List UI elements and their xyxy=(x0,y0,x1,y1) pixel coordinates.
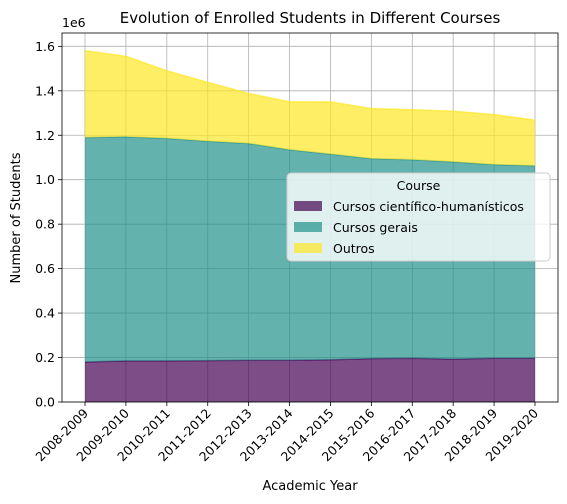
y-tick-label: 0.2 xyxy=(35,350,55,365)
x-axis-label: Academic Year xyxy=(262,479,358,494)
legend-swatch xyxy=(294,201,322,211)
legend-box xyxy=(286,172,551,262)
plot-frame xyxy=(61,32,559,403)
y-tick-label: 0.6 xyxy=(35,261,55,276)
legend-title: Course xyxy=(397,178,441,193)
area-series-1 xyxy=(85,358,535,402)
y-tick-label: 0.4 xyxy=(35,306,55,321)
y-tick-label: 0.8 xyxy=(35,217,55,232)
y-tick-label: 0.0 xyxy=(35,395,55,410)
y-axis-label: Number of Students xyxy=(9,152,24,283)
legend-label: Cursos científico-humanísticos xyxy=(333,199,524,214)
y-tick-label: 1.2 xyxy=(35,128,55,143)
y-tick-label: 1.0 xyxy=(35,172,55,187)
y-offset-text: 1e6 xyxy=(62,15,86,30)
area-series-3-edge xyxy=(84,50,536,121)
legend-swatch xyxy=(294,243,322,253)
y-tick-label: 1.6 xyxy=(35,39,55,54)
y-tick-label: 1.4 xyxy=(35,83,55,98)
legend-swatch xyxy=(294,222,322,232)
legend-label: Cursos gerais xyxy=(333,220,418,235)
legend: Course Cursos científico-humanísticos Curs… xyxy=(286,172,551,262)
chart-title: Evolution of Enrolled Students in Differ… xyxy=(120,9,501,27)
legend-label: Outros xyxy=(333,241,375,256)
